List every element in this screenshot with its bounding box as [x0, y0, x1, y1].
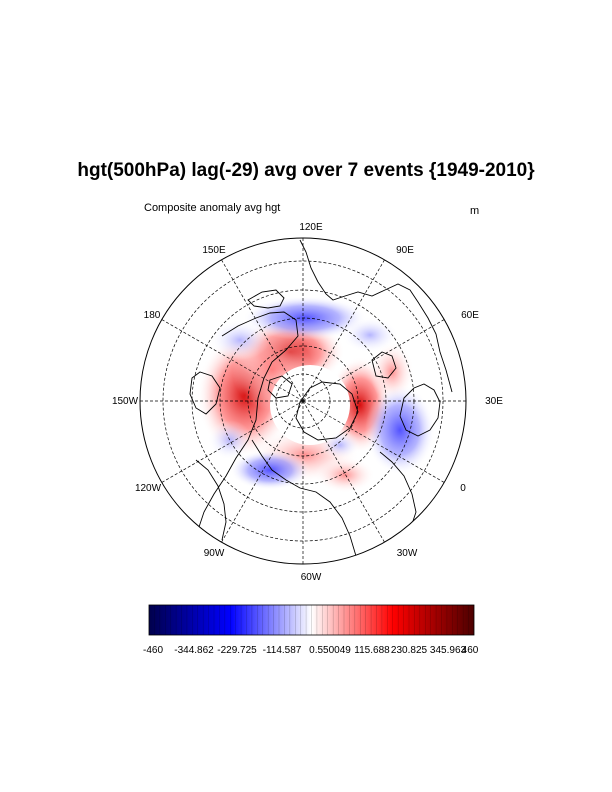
colorbar-label: -460	[142, 645, 164, 656]
lon-label-30e: 30E	[485, 396, 503, 407]
lon-label-30w: 30W	[397, 548, 418, 559]
colorbar-label: 460	[461, 645, 479, 656]
colorbar-label: 345.963	[429, 645, 467, 656]
colorbar-label: 230.825	[390, 645, 428, 656]
lon-label-90w: 90W	[204, 548, 225, 559]
lon-label-150e: 150E	[202, 245, 226, 256]
longitude-labels: 120E 90E 60E 30E 0 30W 60W 90W 120W 150W…	[112, 222, 503, 583]
lon-label-180: 180	[144, 310, 161, 321]
colorbar-label: -114.587	[262, 645, 302, 656]
lon-label-150w: 150W	[112, 396, 139, 407]
plot-subtitle: Composite anomaly avg hgt	[144, 202, 281, 214]
lon-label-120e: 120E	[299, 222, 323, 233]
colorbar-label: -344.862	[174, 645, 214, 656]
lon-label-60w: 60W	[301, 572, 322, 583]
units-label: m	[470, 205, 480, 217]
colorbar-label: 0.550049	[309, 645, 351, 656]
colorbar	[148, 604, 475, 636]
lon-label-120w: 120W	[135, 483, 162, 494]
colorbar-label: -229.725	[217, 645, 257, 656]
map-border	[139, 237, 467, 565]
lon-label-90e: 90E	[396, 245, 414, 256]
lon-label-60e: 60E	[461, 310, 479, 321]
colorbar-label: 115.688	[354, 645, 390, 656]
colorbar-dividers	[154, 605, 469, 635]
plot-title: hgt(500hPa) lag(-29) avg over 7 events {…	[77, 160, 535, 181]
lon-label-0: 0	[460, 483, 466, 494]
graticule	[140, 238, 466, 564]
